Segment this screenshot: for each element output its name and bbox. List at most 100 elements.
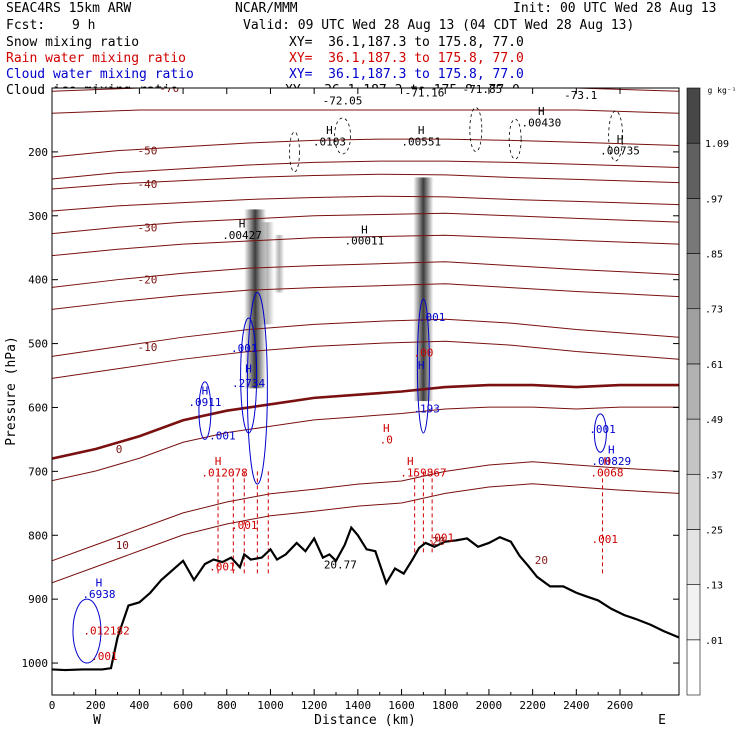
contour-annotation: .001 [91, 650, 118, 663]
init-time: Init: 00 UTC Wed 28 Aug 13 [513, 1, 717, 16]
x-tick-label: 1000 [257, 699, 284, 712]
contour-annotation: .00427 [222, 229, 262, 242]
colorbar-level-label: 1.09 [705, 139, 729, 150]
cloud-water-contour [416, 298, 430, 434]
contour-annotation: -73.1 [564, 89, 597, 102]
contour-annotation: .0068 [590, 466, 623, 479]
colorbar-level-label: .97 [705, 194, 723, 205]
contour-annotation: 20.77 [324, 558, 357, 571]
contour-annotation: H [418, 124, 425, 137]
plot-frame [51, 87, 680, 696]
contour-annotation: H [239, 217, 246, 230]
contour-annotation: .00551 [401, 136, 441, 149]
contour-annotation: .00430 [521, 116, 561, 129]
field-name-snow: Snow mixing ratio [6, 35, 140, 50]
y-tick-label: 700 [28, 465, 48, 478]
contour-annotation: 20 [432, 535, 445, 548]
contour-annotation: .00 [413, 346, 433, 359]
y-tick-label: 400 [28, 274, 48, 287]
colorbar-swatch [686, 473, 701, 530]
isotherm-label: -40 [138, 178, 158, 191]
contour-annotation: H [96, 576, 103, 589]
cloud-ice-contour [334, 117, 351, 155]
isotherm-10 [52, 461, 679, 562]
y-tick-label: 1000 [22, 657, 49, 670]
colorbar-level-label: .73 [705, 305, 723, 316]
snow-plume [274, 234, 285, 293]
colorbar-level-label: .13 [705, 581, 723, 592]
cloud-ice-contour [508, 118, 522, 160]
contour-annotation: .012078 [201, 466, 247, 479]
forecast-label: Fcst: [6, 18, 46, 33]
x-tick-label: 1600 [388, 699, 415, 712]
isotherm-label: 10 [116, 539, 129, 552]
y-axis-title: Pressure (hPa) [4, 336, 19, 446]
contour-annotation: .001 [589, 423, 616, 436]
x-tick-label: 2000 [476, 699, 503, 712]
contour-annotation: .00735 [600, 144, 640, 157]
contour-annotation: .6938 [82, 588, 115, 601]
terrain-line [52, 525, 679, 672]
isotherm--20 [52, 261, 679, 288]
contour-annotation: H [202, 385, 209, 398]
contour-annotation: .001 [591, 533, 618, 546]
contour-annotation: H [617, 133, 624, 146]
colorbar-level-label: .01 [705, 636, 723, 647]
x-end-label-left: W [93, 713, 101, 728]
cloud-ice-contour [289, 131, 300, 173]
contour-annotation: H [604, 455, 611, 468]
colorbar-swatch [686, 584, 701, 641]
plot-area [52, 88, 679, 695]
field-name-rain: Rain water mixing ratio [6, 51, 187, 66]
x-axis-title: Distance (km) [314, 713, 416, 728]
y-tick-label: 200 [28, 146, 48, 159]
contour-annotation: -71.16 [405, 86, 445, 99]
contour-annotation: H [538, 105, 545, 118]
isotherm-intermediate [52, 340, 679, 379]
colorbar-swatch [686, 308, 701, 365]
contour-annotation: .012182 [83, 624, 129, 637]
colorbar-level-label: .61 [705, 360, 723, 371]
colorbar-swatch [686, 198, 701, 254]
contour-annotation: .001 [231, 519, 258, 532]
x-tick-label: 2400 [563, 699, 590, 712]
isotherm-label: -20 [138, 274, 158, 287]
contour-annotation: .001 [428, 532, 455, 545]
colorbar-swatch [686, 418, 701, 475]
contour-annotation: .001 [209, 560, 236, 573]
contour-annotation: H [608, 443, 615, 456]
x-tick-label: 1400 [345, 699, 372, 712]
contour-annotation: -72.05 [323, 95, 363, 108]
y-tick-label: 600 [28, 401, 48, 414]
isotherm-label: -50 [138, 145, 158, 158]
colorbar-swatch [686, 529, 701, 585]
contour-annotation: .0911 [188, 396, 221, 409]
colorbar-level-label: .25 [705, 525, 723, 536]
contour-annotation: -71.85 [463, 83, 503, 96]
field-name-cloud-water: Cloud water mixing ratio [6, 67, 194, 82]
colorbar-swatch [686, 142, 701, 199]
isotherm-intermediate [52, 406, 679, 482]
valid-time: Valid: 09 UTC Wed 28 Aug 13 (04 CDT Wed … [243, 18, 635, 33]
isotherm-label: -30 [138, 221, 158, 234]
contour-annotation: 20 [535, 554, 548, 567]
field-xy-snow: XY= 36.1,187.3 to 175.8, 77.0 [289, 35, 524, 50]
cloud-ice-contour [469, 107, 483, 152]
contour-annotation: .001 [231, 342, 258, 355]
colorbar-level-label: .85 [705, 250, 723, 261]
isotherm-label: -70 [159, 82, 179, 95]
contour-annotation: .193 [413, 403, 440, 416]
y-tick-label: 300 [28, 210, 48, 223]
x-tick-label: 2200 [519, 699, 546, 712]
y-tick-label: 500 [28, 338, 48, 351]
x-tick-label: 600 [173, 699, 193, 712]
forecast-value: 9 h [72, 18, 96, 33]
colorbar-unit: g kg⁻¹ [708, 86, 737, 95]
isotherm-intermediate [52, 160, 679, 180]
contour-annotation: .00829 [591, 455, 631, 468]
isotherm-intermediate [52, 283, 679, 310]
isotherm--30 [52, 212, 679, 235]
colorbar-swatch [686, 363, 701, 420]
isotherm-label: 0 [116, 443, 123, 456]
